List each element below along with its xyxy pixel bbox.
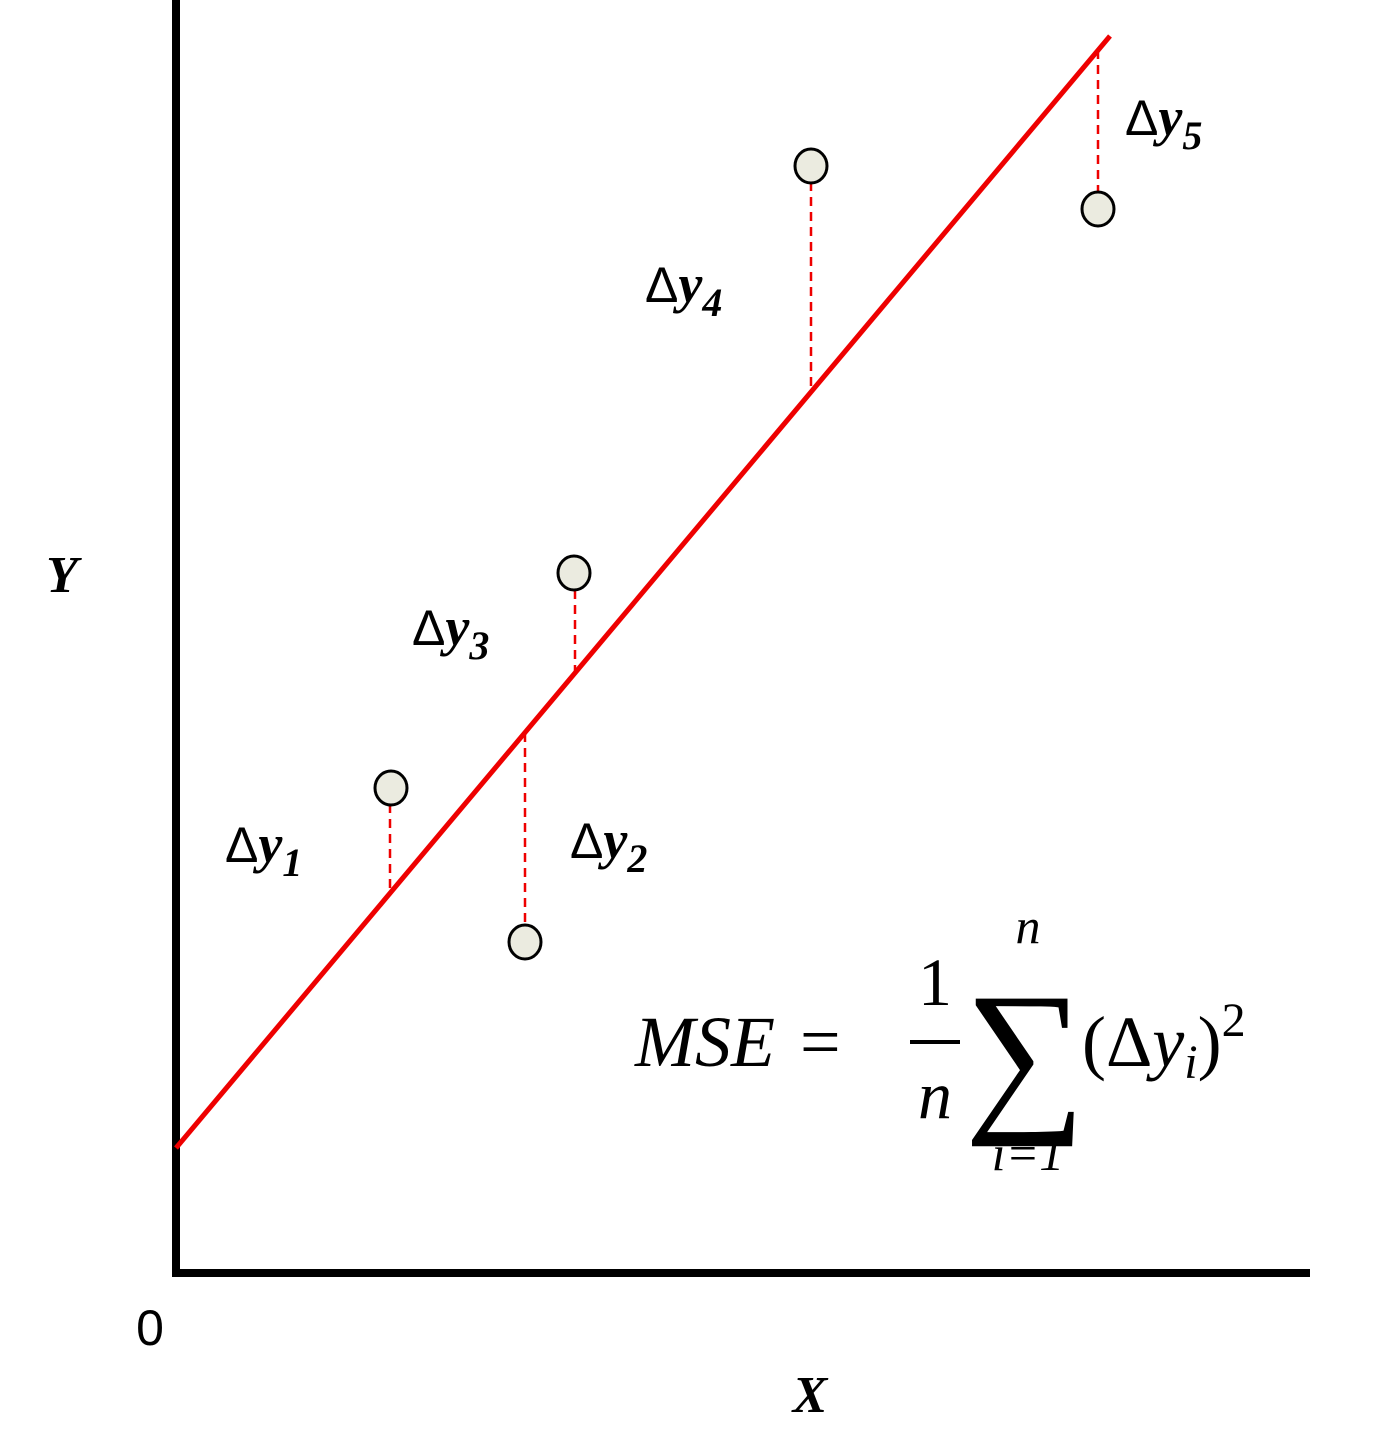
residual-label-var: y <box>1152 87 1183 147</box>
residual-label: Δy5 <box>1125 87 1202 158</box>
regression-line <box>174 34 1112 1150</box>
point <box>556 554 592 592</box>
residual-label: Δy2 <box>570 810 647 881</box>
formula-lower: i=1 <box>992 1125 1065 1181</box>
y-label: Y <box>46 547 82 604</box>
origin-label: 0 <box>136 1300 164 1356</box>
formula-denominator: n <box>918 1057 952 1133</box>
point <box>1080 190 1116 228</box>
residual-label-delta: Δ <box>570 813 603 869</box>
residual-label-var: y <box>439 597 470 657</box>
residual-label: Δy1 <box>225 814 302 885</box>
formula-numerator: 1 <box>918 944 952 1020</box>
residual-label-delta: Δ <box>645 257 678 313</box>
residual-label-index: 2 <box>626 836 647 881</box>
point <box>793 147 829 185</box>
formula-term: (Δyi)2 <box>1082 994 1246 1089</box>
residual-label-delta: Δ <box>1125 90 1158 146</box>
residual-label-var: y <box>252 814 283 874</box>
formula-lhs: MSE <box>634 1002 775 1082</box>
formula-power: 2 <box>1222 994 1246 1047</box>
formula: MSE = 1 n ∑ n i=1 (Δyi)2 <box>634 898 1246 1181</box>
point <box>373 769 409 807</box>
residual-label-index: 4 <box>701 280 722 325</box>
formula-upper: n <box>1016 898 1041 954</box>
residual-label: Δy4 <box>645 254 722 325</box>
formula-var: y <box>1145 1002 1184 1082</box>
residual-label: Δy3 <box>412 597 489 668</box>
residuals <box>388 50 1100 926</box>
residual-label-index: 3 <box>468 623 489 668</box>
residual-label-index: 5 <box>1182 113 1202 158</box>
points <box>373 147 1116 961</box>
residual-label-delta: Δ <box>225 817 258 873</box>
formula-index: i <box>1184 1036 1197 1089</box>
residual-label-delta: Δ <box>412 600 445 656</box>
x-label: X <box>791 1367 829 1424</box>
point <box>507 923 543 961</box>
residual-label-index: 1 <box>282 840 302 885</box>
formula-open: (Δ <box>1082 1002 1152 1082</box>
formula-close: ) <box>1198 1002 1222 1082</box>
formula-sum: ∑ <box>964 959 1085 1147</box>
formula-equals: = <box>800 1002 841 1082</box>
residual-label-var: y <box>672 254 703 314</box>
residual-label-var: y <box>597 810 628 870</box>
